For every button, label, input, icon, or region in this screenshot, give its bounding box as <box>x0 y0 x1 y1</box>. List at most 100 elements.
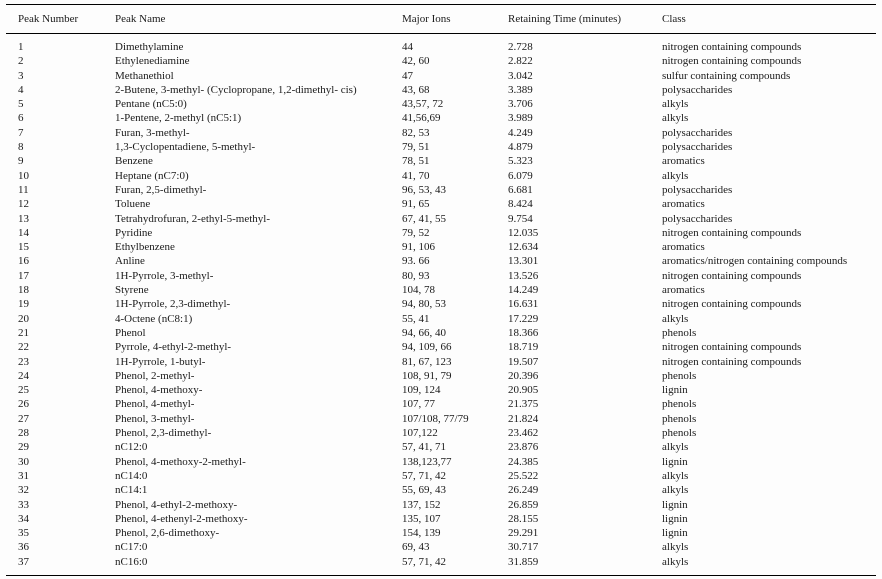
cell-peak-number: 26 <box>18 398 29 411</box>
cell-major-ions: 96, 53, 43 <box>402 183 446 196</box>
cell-peak-name: Methanethiol <box>115 69 174 82</box>
cell-class: alkyls <box>662 441 689 454</box>
cell-major-ions: 94, 66, 40 <box>402 326 446 339</box>
cell-major-ions: 135, 107 <box>402 512 441 525</box>
table-row: 35 Phenol, 2,6-dimethoxy- 154, 139 29.291 li… <box>6 526 876 540</box>
table-row: 36 nC17:0 69, 43 30.717 alkyls <box>6 540 876 554</box>
cell-major-ions: 137, 152 <box>402 498 441 511</box>
cell-retaining-time: 29.291 <box>508 527 539 540</box>
table-row: 22 Pyrrole, 4-ethyl-2-methyl- 94, 109, 66 1… <box>6 340 876 354</box>
cell-class: aromatics <box>662 198 705 211</box>
table-row: 26 Phenol, 4-methyl- 107, 77 21.375 phenols <box>6 397 876 411</box>
table-row: 3 Methanethiol 47 3.042 sulfur containing co… <box>6 69 876 83</box>
cell-peak-name: Styrene <box>115 284 149 297</box>
cell-retaining-time: 13.526 <box>508 269 539 282</box>
table-row: 2 Ethylenediamine 42, 60 2.822 nitrogen cont… <box>6 54 876 68</box>
cell-peak-name: Phenol, 3-methyl- <box>115 412 195 425</box>
cell-major-ions: 79, 52 <box>402 226 430 239</box>
cell-peak-number: 15 <box>18 241 29 254</box>
table-row: 5 Pentane (nC5:0) 43,57, 72 3.706 alkyls <box>6 97 876 111</box>
cell-major-ions: 57, 71, 42 <box>402 469 446 482</box>
cell-retaining-time: 26.249 <box>508 484 539 497</box>
cell-peak-number: 12 <box>18 198 29 211</box>
cell-peak-number: 5 <box>18 98 24 111</box>
cell-class: nitrogen containing compounds <box>662 269 802 282</box>
cell-peak-name: Phenol, 4-ethenyl-2-methoxy- <box>115 512 248 525</box>
cell-class: phenols <box>662 412 697 425</box>
col-header-peak-number: Peak Number <box>6 4 115 34</box>
cell-major-ions: 78, 51 <box>402 155 430 168</box>
cell-class: polysaccharides <box>662 83 733 96</box>
cell-peak-name: Tetrahydrofuran, 2-ethyl-5-methyl- <box>115 212 271 225</box>
cell-peak-number: 18 <box>18 284 29 297</box>
cell-class: lignin <box>662 384 688 397</box>
cell-retaining-time: 2.822 <box>508 55 533 68</box>
cell-class: alkyls <box>662 555 689 568</box>
table-row: 11 Furan, 2,5-dimethyl- 96, 53, 43 6.681 pol… <box>6 183 876 197</box>
cell-peak-number: 22 <box>18 341 29 354</box>
cell-peak-name: Pyridine <box>115 226 153 239</box>
cell-peak-number: 1 <box>18 41 24 53</box>
cell-peak-number: 16 <box>18 255 29 268</box>
cell-peak-name: 2-Butene, 3-methyl- (Cyclopropane, 1,2-d… <box>115 83 357 96</box>
table-row: 29 nC12:0 57, 41, 71 23.876 alkyls <box>6 440 876 454</box>
cell-peak-number: 3 <box>18 69 24 82</box>
table-row: 4 2-Butene, 3-methyl- (Cyclopropane, 1,2-… <box>6 83 876 97</box>
peak-table: Peak Number Peak Name Major Ions Retaini… <box>6 4 876 576</box>
cell-retaining-time: 3.389 <box>508 83 533 96</box>
cell-retaining-time: 3.706 <box>508 98 533 111</box>
cell-retaining-time: 24.385 <box>508 455 539 468</box>
cell-peak-name: Toluene <box>115 198 151 211</box>
cell-peak-number: 34 <box>18 512 29 525</box>
table-row: 10 Heptane (nC7:0) 41, 70 6.079 alkyls <box>6 169 876 183</box>
cell-major-ions: 79, 51 <box>402 141 430 154</box>
cell-peak-name: Anline <box>115 255 145 268</box>
cell-major-ions: 138,123,77 <box>402 455 452 468</box>
cell-peak-name: 1H-Pyrrole, 1-butyl- <box>115 355 206 368</box>
col-header-class: Class <box>662 4 876 34</box>
cell-class: aromatics <box>662 155 705 168</box>
table-row: 33 Phenol, 4-ethyl-2-methoxy- 137, 152 26.8… <box>6 498 876 512</box>
cell-major-ions: 82, 53 <box>402 126 430 139</box>
cell-major-ions: 91, 106 <box>402 241 435 254</box>
table-row: 18 Styrene 104, 78 14.249 aromatics <box>6 283 876 297</box>
table-header: Peak Number Peak Name Major Ions Retaini… <box>6 4 876 34</box>
cell-major-ions: 43, 68 <box>402 83 430 96</box>
table-row: 37 nC16:0 57, 71, 42 31.859 alkyls <box>6 555 876 576</box>
cell-major-ions: 109, 124 <box>402 384 441 397</box>
cell-peak-name: nC16:0 <box>115 555 148 568</box>
table-row: 9 Benzene 78, 51 5.323 aromatics <box>6 154 876 168</box>
cell-major-ions: 67, 41, 55 <box>402 212 446 225</box>
cell-class: alkyls <box>662 169 689 182</box>
cell-retaining-time: 30.717 <box>508 541 539 554</box>
cell-peak-number: 27 <box>18 412 29 425</box>
cell-peak-name: 1-Pentene, 2-methyl (nC5:1) <box>115 112 242 125</box>
cell-peak-number: 8 <box>18 141 24 154</box>
cell-class: nitrogen containing compounds <box>662 341 802 354</box>
cell-class: alkyls <box>662 312 689 325</box>
cell-peak-number: 32 <box>18 484 29 497</box>
cell-retaining-time: 5.323 <box>508 155 533 168</box>
cell-class: nitrogen containing compounds <box>662 298 802 311</box>
cell-retaining-time: 4.249 <box>508 126 533 139</box>
cell-peak-name: nC14:1 <box>115 484 148 497</box>
cell-class: polysaccharides <box>662 183 733 196</box>
table-row: 27 Phenol, 3-methyl- 107/108, 77/79 21.824 p… <box>6 412 876 426</box>
cell-class: phenols <box>662 369 697 382</box>
cell-peak-name: Phenol, 4-methoxy-2-methyl- <box>115 455 246 468</box>
table-header-row: Peak Number Peak Name Major Ions Retaini… <box>6 4 876 34</box>
cell-peak-number: 31 <box>18 469 29 482</box>
cell-peak-name: Pyrrole, 4-ethyl-2-methyl- <box>115 341 232 354</box>
cell-class: nitrogen containing compounds <box>662 55 802 68</box>
cell-peak-name: 4-Octene (nC8:1) <box>115 312 193 325</box>
table-row: 12 Toluene 91, 65 8.424 aromatics <box>6 197 876 211</box>
cell-peak-number: 17 <box>18 269 29 282</box>
cell-peak-name: Phenol, 4-ethyl-2-methoxy- <box>115 498 238 511</box>
cell-peak-number: 36 <box>18 541 29 554</box>
cell-major-ions: 44 <box>402 41 413 53</box>
cell-class: nitrogen containing compounds <box>662 355 802 368</box>
cell-peak-name: Ethylbenzene <box>115 241 175 254</box>
cell-class: alkyls <box>662 484 689 497</box>
cell-peak-name: 1H-Pyrrole, 2,3-dimethyl- <box>115 298 231 311</box>
cell-class: nitrogen containing compounds <box>662 41 802 53</box>
